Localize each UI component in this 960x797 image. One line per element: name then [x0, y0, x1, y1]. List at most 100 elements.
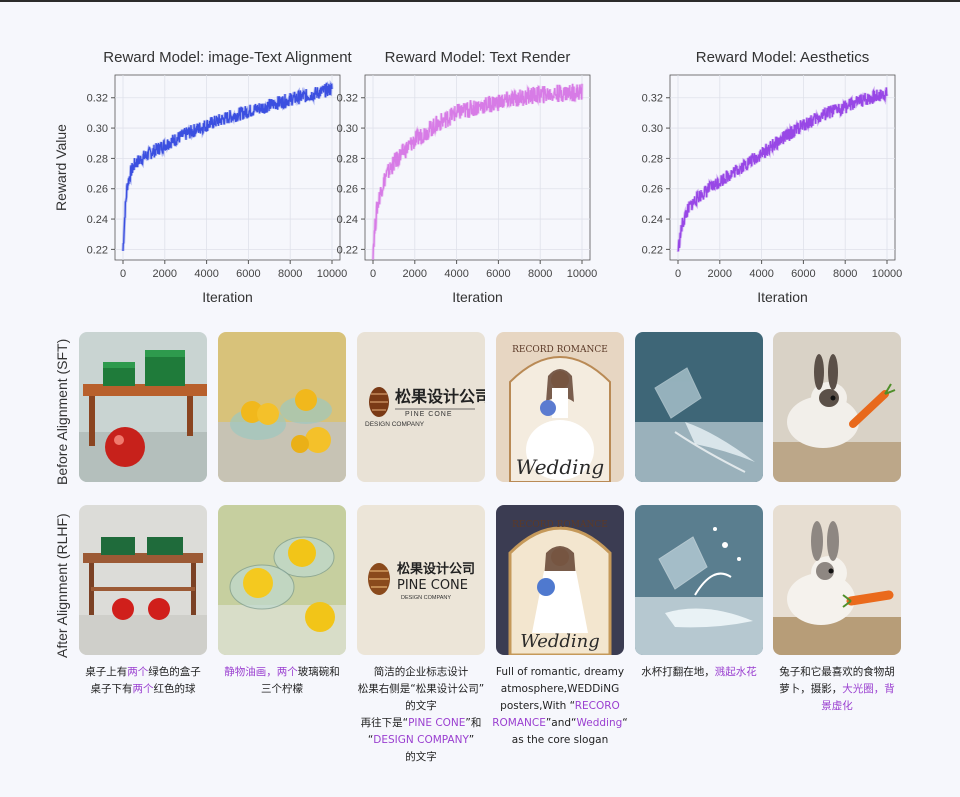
chart-title: Reward Model: image-Text Alignment — [103, 49, 352, 66]
caption-text: 的文字 — [405, 751, 437, 763]
plot-frame — [669, 74, 896, 261]
before-logo-sub: DESIGN COMPANY — [365, 421, 425, 428]
series-line-band — [121, 79, 334, 252]
reward-charts: Reward Model: image-Text Alignment 0 2000 4… — [0, 0, 960, 310]
caption-highlight: 静物油画，两个 — [224, 666, 298, 678]
x-tick-label: 2000 — [403, 268, 427, 280]
caption-text: atmosphere,WEDDiNG — [500, 683, 620, 695]
chart-image-text-alignment: Reward Model: image-Text Alignment 0 2000 4… — [53, 49, 353, 305]
y-tick-label: 0.30 — [642, 123, 663, 135]
y-tick-label: 0.22 — [337, 244, 358, 256]
before-image-water-glass — [635, 332, 763, 482]
caption-text: ”and“ — [545, 717, 577, 729]
row-label-after: After Alignment (RLHF) — [54, 513, 70, 658]
caption-highlight: 两个 — [127, 666, 149, 678]
after-image-logo: 松果设计公司 PINE CONE DESIGN COMPANY — [357, 505, 485, 655]
after-poster-script: Wedding — [520, 631, 600, 652]
caption-text: 的文字 — [405, 700, 437, 712]
before-image-rabbit — [773, 332, 901, 482]
row-label-before: Before Alignment (SFT) — [54, 338, 70, 485]
caption-highlight: 景虚化 — [821, 700, 853, 712]
before-image-wedding-poster: RECORD ROMANCE Wedding — [496, 332, 624, 482]
y-tick-label: 0.24 — [337, 214, 358, 226]
y-tick-label: 0.28 — [642, 153, 663, 165]
caption-text: 红色的球 — [153, 683, 196, 695]
caption-text: ” — [468, 734, 475, 746]
after-poster-top: RECORD ROMANCE — [512, 520, 608, 530]
y-tick-label: 0.28 — [87, 153, 108, 165]
x-axis-label: Iteration — [202, 289, 253, 305]
y-tick-label: 0.22 — [87, 244, 108, 256]
before-image-boxes-balls — [79, 332, 207, 482]
x-tick-label: 0 — [675, 268, 681, 280]
caption-text: “ — [622, 717, 628, 729]
x-tick-label: 10000 — [567, 268, 598, 280]
series-line — [677, 87, 888, 252]
caption-wedding-poster: Full of romantic, dreamy atmosphere,WEDDi… — [492, 664, 628, 749]
plot-frame — [114, 74, 341, 261]
caption-highlight: DESIGN COMPANY — [373, 734, 469, 746]
caption-text: 兔子和它最喜欢的食物胡 — [779, 666, 895, 678]
caption-rabbit: 兔子和它最喜欢的食物胡 萝卜，摄影，大光圈，背 景虚化 — [769, 664, 905, 715]
y-tick-label: 0.24 — [642, 214, 663, 226]
y-tick-label: 0.32 — [337, 93, 358, 105]
caption-text: 再往下是“ — [360, 717, 409, 729]
before-logo-en: PINE CONE — [405, 411, 453, 418]
x-tick-label: 0 — [370, 268, 376, 280]
caption-text: 水杯打翻在地， — [641, 666, 715, 678]
y-tick-label: 0.22 — [642, 244, 663, 256]
caption-text: posters,With “ — [500, 700, 575, 712]
after-image-water-glass — [635, 505, 763, 655]
x-tick-label: 0 — [120, 268, 126, 280]
caption-text: as the core slogan — [511, 734, 609, 746]
y-tick-label: 0.26 — [337, 184, 358, 196]
x-tick-label: 2000 — [708, 268, 732, 280]
after-image-lemons — [218, 505, 346, 655]
x-tick-label: 4000 — [194, 268, 218, 280]
y-tick-label: 0.26 — [87, 184, 108, 196]
y-tick-label: 0.30 — [87, 123, 108, 135]
caption-text: 简洁的企业标志设计 — [373, 666, 469, 678]
caption-highlight: Wedding — [576, 717, 623, 729]
caption-text: 桌子下有 — [90, 683, 133, 695]
caption-lemons: 静物油画，两个玻璃碗和三个柠檬 — [214, 664, 350, 698]
x-tick-label: 8000 — [278, 268, 302, 280]
after-image-rabbit — [773, 505, 901, 655]
y-axis-label: Reward Value — [53, 124, 69, 211]
x-tick-label: 10000 — [317, 268, 348, 280]
y-tick-label: 0.32 — [87, 93, 108, 105]
caption-logo: 简洁的企业标志设计 松果右侧是“松果设计公司” 的文字 再往下是“PINE CONE”… — [353, 664, 489, 766]
x-tick-label: 6000 — [791, 268, 815, 280]
caption-highlight: RECORO — [574, 700, 620, 712]
caption-highlight: PINE CONE — [408, 717, 466, 729]
after-image-wedding-poster: RECORD ROMANCE Wedding — [496, 505, 624, 655]
after-logo-en: PINE CONE — [397, 578, 468, 593]
caption-water-glass: 水杯打翻在地，溅起水花 — [631, 664, 767, 681]
chart-title: Reward Model: Text Render — [385, 49, 571, 66]
y-tick-label: 0.30 — [337, 123, 358, 135]
caption-highlight: 溅起水花 — [714, 666, 757, 678]
series-line-band — [371, 83, 584, 260]
top-border-line — [0, 0, 960, 2]
after-logo-sub: DESIGN COMPANY — [401, 595, 451, 601]
caption-highlight: 大光圈，背 — [842, 683, 895, 695]
caption-text: “ — [367, 734, 374, 746]
caption-boxes-balls: 桌子上有两个绿色的盒子 桌子下有两个红色的球 — [75, 664, 211, 698]
y-tick-label: 0.28 — [337, 153, 358, 165]
caption-text: 桌子上有 — [85, 666, 128, 678]
x-tick-label: 4000 — [749, 268, 773, 280]
caption-text: ”和 — [465, 717, 482, 729]
y-tick-label: 0.24 — [87, 214, 108, 226]
before-poster-top: RECORD ROMANCE — [512, 345, 608, 355]
y-tick-label: 0.26 — [642, 184, 663, 196]
x-axis-label: Iteration — [757, 289, 808, 305]
x-tick-label: 4000 — [444, 268, 468, 280]
x-tick-label: 6000 — [486, 268, 510, 280]
caption-text: 三个柠檬 — [261, 683, 303, 695]
before-logo-cn: 松果设计公司 — [395, 387, 485, 406]
series-line — [372, 83, 583, 260]
chart-text-render: Reward Model: Text Render 0 2000 4000 6000 80… — [337, 49, 598, 305]
caption-text: 玻璃碗和 — [297, 666, 340, 678]
chart-aesthetics: Reward Model: Aesthetics 0 2000 4000 6000 800… — [642, 49, 903, 305]
caption-highlight: ROMANCE — [492, 717, 546, 729]
